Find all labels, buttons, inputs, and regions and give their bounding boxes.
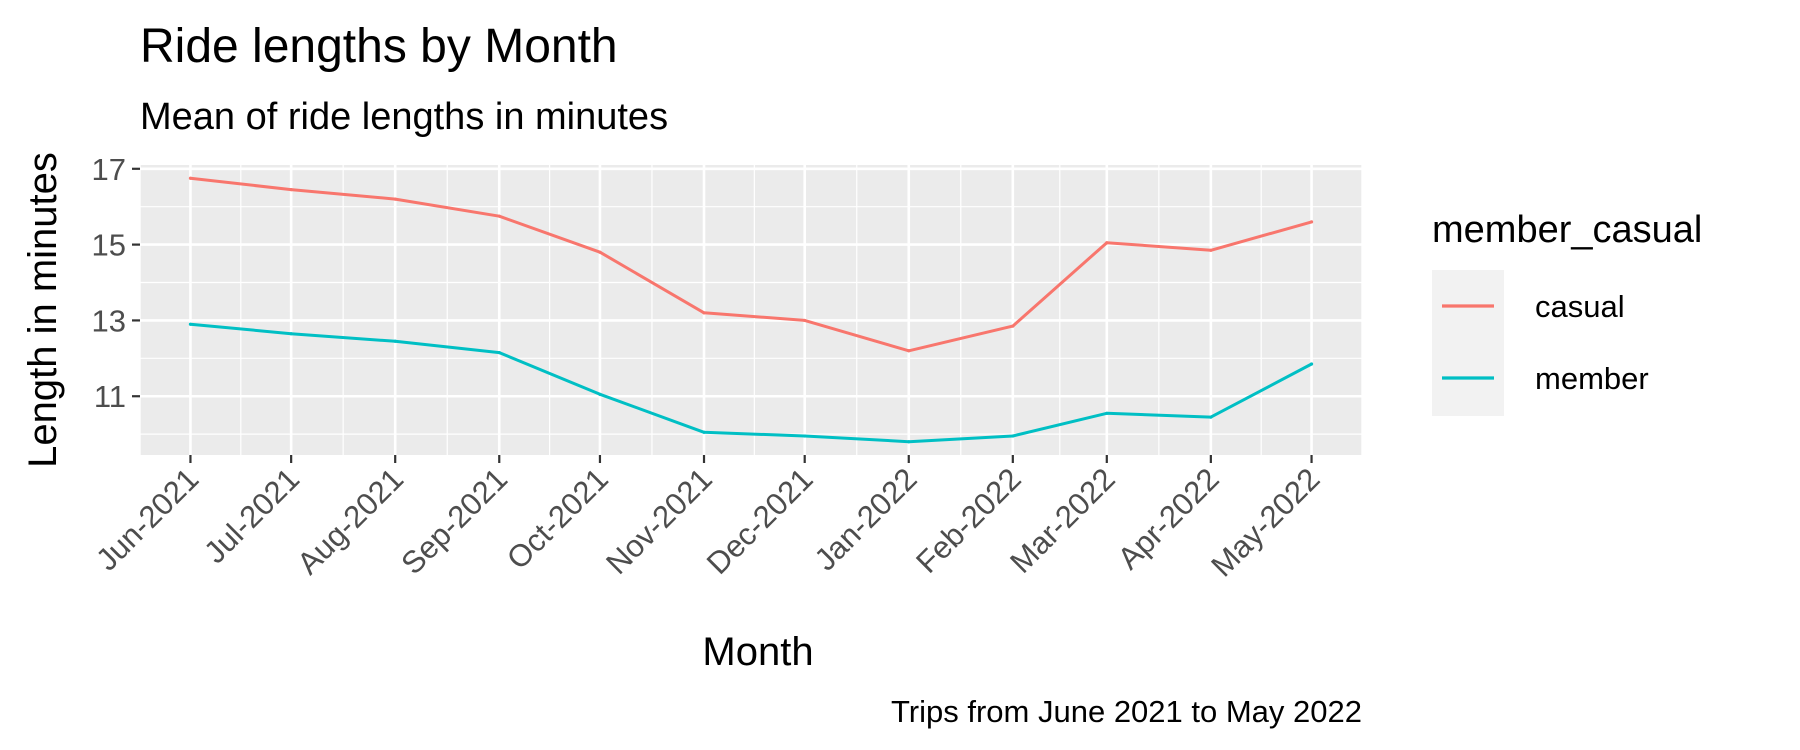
data-point-member bbox=[393, 339, 397, 343]
legend-label-member: member bbox=[1535, 361, 1649, 396]
data-point-member bbox=[803, 434, 807, 438]
data-point-casual bbox=[1105, 241, 1109, 245]
y-tick-label: 15 bbox=[92, 228, 126, 263]
x-tick-label: Mar-2022 bbox=[1003, 461, 1122, 580]
data-point-casual bbox=[1309, 220, 1314, 224]
data-point-member bbox=[702, 430, 706, 434]
data-point-member bbox=[188, 322, 193, 326]
y-axis-title: Length in minutes bbox=[21, 152, 65, 468]
x-tick-label: Sep-2021 bbox=[394, 461, 514, 581]
x-tick-label: May-2022 bbox=[1204, 461, 1326, 583]
x-tick-label: Jul-2021 bbox=[197, 461, 306, 570]
data-point-member bbox=[497, 351, 501, 355]
legend: member_casual casual member bbox=[1432, 209, 1702, 416]
plot-background bbox=[140, 165, 1362, 455]
x-axis-title: Month bbox=[702, 630, 813, 674]
x-tick-label: Nov-2021 bbox=[599, 461, 719, 581]
chart-subtitle: Mean of ride lengths in minutes bbox=[140, 96, 668, 138]
legend-title: member_casual bbox=[1432, 209, 1702, 251]
chart-caption: Trips from June 2021 to May 2022 bbox=[891, 694, 1362, 729]
data-point-casual bbox=[497, 214, 501, 218]
data-point-member bbox=[1209, 415, 1213, 419]
x-axis: Jun-2021Jul-2021Aug-2021Sep-2021Oct-2021… bbox=[89, 455, 1327, 583]
series-lines bbox=[188, 176, 1314, 444]
chart-title: Ride lengths by Month bbox=[140, 20, 618, 73]
data-point-member bbox=[598, 392, 602, 396]
data-point-casual bbox=[702, 311, 706, 315]
data-point-member bbox=[1309, 362, 1314, 366]
x-tick-label: Dec-2021 bbox=[700, 461, 820, 581]
y-tick-label: 17 bbox=[92, 152, 126, 187]
y-axis: 11 13 15 17 bbox=[92, 152, 140, 414]
data-point-member bbox=[289, 332, 293, 336]
legend-label-casual: casual bbox=[1535, 289, 1625, 324]
data-point-casual bbox=[393, 197, 397, 201]
x-tick-label: Jan-2022 bbox=[808, 461, 924, 577]
x-tick-label: Jun-2021 bbox=[89, 461, 205, 577]
gridlines bbox=[139, 165, 1363, 455]
data-point-casual bbox=[598, 250, 602, 254]
legend-key-background bbox=[1432, 270, 1504, 416]
y-tick-label: 11 bbox=[94, 379, 126, 414]
data-point-member bbox=[907, 440, 911, 444]
series-line-casual bbox=[190, 176, 1313, 353]
series-line-member bbox=[190, 322, 1313, 444]
data-point-casual bbox=[1011, 324, 1015, 328]
data-point-casual bbox=[188, 176, 193, 180]
y-tick-label: 13 bbox=[92, 303, 126, 338]
data-point-casual bbox=[1209, 248, 1213, 252]
x-tick-label: Oct-2021 bbox=[500, 461, 615, 576]
data-point-casual bbox=[907, 349, 911, 353]
data-point-casual bbox=[289, 188, 293, 192]
data-point-member bbox=[1105, 411, 1109, 415]
data-point-casual bbox=[803, 318, 807, 323]
plot-area bbox=[140, 165, 1362, 455]
x-tick-label: Aug-2021 bbox=[290, 461, 410, 581]
data-point-member bbox=[1011, 434, 1015, 438]
